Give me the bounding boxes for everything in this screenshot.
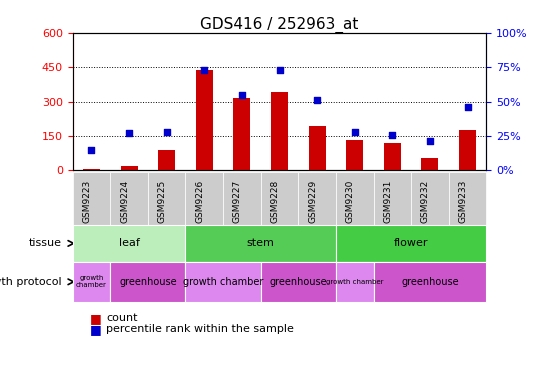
Text: GSM9225: GSM9225: [158, 180, 167, 223]
Text: GSM9230: GSM9230: [345, 180, 355, 223]
Text: growth chamber: growth chamber: [183, 277, 263, 287]
Point: [350, 129, 359, 135]
Text: GSM9229: GSM9229: [308, 180, 317, 223]
Bar: [234, 98, 250, 170]
Text: count: count: [106, 313, 138, 324]
Text: ■: ■: [89, 312, 101, 325]
Bar: [459, 130, 476, 170]
Text: growth protocol: growth protocol: [0, 277, 61, 287]
Text: greenhouse: greenhouse: [401, 277, 459, 287]
Point: [312, 97, 321, 103]
Text: GSM9227: GSM9227: [233, 180, 242, 223]
Point: [275, 67, 284, 73]
Text: growth chamber: growth chamber: [326, 279, 383, 285]
Text: GSM9224: GSM9224: [120, 180, 129, 223]
Text: GSM9228: GSM9228: [271, 180, 280, 223]
Bar: [121, 165, 138, 170]
Text: GSM9232: GSM9232: [421, 180, 430, 223]
Point: [463, 104, 472, 110]
Text: tissue: tissue: [29, 238, 61, 249]
Point: [388, 131, 397, 137]
Point: [125, 130, 134, 136]
Bar: [196, 70, 213, 170]
Point: [200, 67, 209, 73]
Text: leaf: leaf: [119, 238, 140, 249]
Bar: [421, 158, 438, 170]
Text: greenhouse: greenhouse: [119, 277, 177, 287]
Text: growth
chamber: growth chamber: [76, 275, 107, 288]
Text: percentile rank within the sample: percentile rank within the sample: [106, 324, 294, 335]
Bar: [346, 141, 363, 170]
Text: GSM9226: GSM9226: [195, 180, 204, 223]
Text: flower: flower: [394, 238, 428, 249]
Point: [87, 147, 96, 153]
Text: GSM9223: GSM9223: [83, 180, 92, 223]
Point: [162, 129, 171, 135]
Point: [238, 92, 247, 98]
Text: greenhouse: greenhouse: [269, 277, 327, 287]
Text: GSM9233: GSM9233: [458, 180, 467, 223]
Bar: [309, 126, 325, 170]
Text: GDS416 / 252963_at: GDS416 / 252963_at: [200, 16, 359, 33]
Text: ■: ■: [89, 323, 101, 336]
Point: [425, 138, 434, 144]
Text: GSM9231: GSM9231: [383, 180, 392, 223]
Bar: [83, 169, 100, 170]
Text: stem: stem: [247, 238, 274, 249]
Bar: [271, 92, 288, 170]
Bar: [158, 150, 175, 170]
Bar: [384, 143, 401, 170]
